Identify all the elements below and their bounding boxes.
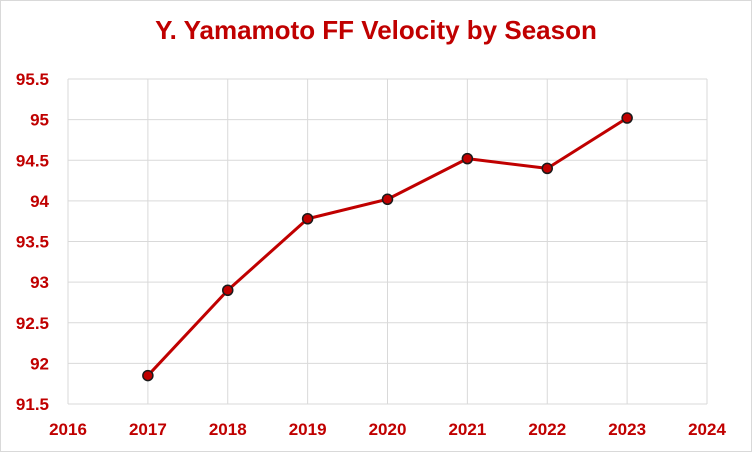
y-tick-label: 94 <box>30 192 49 211</box>
chart-title: Y. Yamamoto FF Velocity by Season <box>155 15 597 45</box>
data-point <box>301 213 314 225</box>
y-tick-label: 91.5 <box>16 395 49 414</box>
y-tick-label: 93.5 <box>16 233 49 252</box>
y-tick-label: 92 <box>30 354 49 373</box>
data-point <box>541 162 553 175</box>
data-point <box>142 369 154 382</box>
x-tick-label: 2023 <box>608 420 646 439</box>
data-point <box>461 152 474 165</box>
x-tick-label: 2017 <box>129 420 167 439</box>
data-point <box>222 284 234 296</box>
data-point <box>621 112 633 124</box>
y-tick-label: 92.5 <box>16 314 49 333</box>
data-point <box>381 193 394 205</box>
x-tick-label: 2016 <box>49 420 87 439</box>
x-tick-label: 2019 <box>289 420 327 439</box>
x-tick-label: 2020 <box>369 420 407 439</box>
x-tick-label: 2018 <box>209 420 247 439</box>
y-tick-label: 95.5 <box>16 70 49 89</box>
x-tick-label: 2022 <box>528 420 566 439</box>
x-tick-label: 2024 <box>688 420 726 439</box>
y-tick-label: 93 <box>30 273 49 292</box>
x-tick-label: 2021 <box>448 420 486 439</box>
y-tick-label: 95 <box>30 111 49 130</box>
y-tick-label: 94.5 <box>16 151 49 170</box>
